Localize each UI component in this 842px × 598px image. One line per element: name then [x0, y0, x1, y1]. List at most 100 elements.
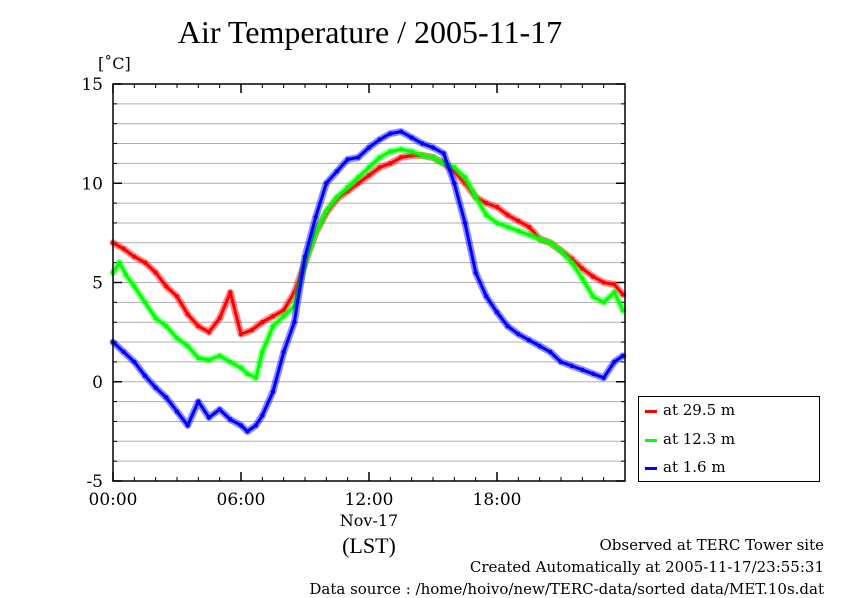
- data-point-0: [484, 200, 489, 206]
- data-point-1: [206, 357, 212, 363]
- legend-item-12-3m: at 12.3 m: [645, 428, 735, 450]
- data-point-2: [441, 151, 446, 156]
- data-point-2: [334, 169, 340, 174]
- data-point-1: [123, 272, 128, 277]
- data-point-0: [185, 312, 190, 317]
- x-tick-label: 12:00: [345, 490, 394, 510]
- data-point-2: [420, 141, 425, 146]
- data-point-1: [569, 260, 574, 265]
- data-point-1: [142, 300, 148, 305]
- data-point-1: [537, 236, 542, 242]
- data-point-0: [356, 181, 361, 186]
- data-point-1: [324, 208, 329, 214]
- data-point-0: [196, 323, 201, 329]
- data-point-2: [569, 363, 574, 369]
- data-point-0: [270, 314, 276, 319]
- data-point-2: [388, 131, 393, 136]
- data-point-1: [620, 308, 626, 313]
- data-point-0: [142, 260, 148, 265]
- data-point-1: [516, 228, 521, 234]
- data-point-2: [366, 145, 372, 150]
- data-point-2: [270, 389, 276, 394]
- data-point-1: [580, 276, 585, 281]
- data-point-1: [462, 175, 468, 180]
- data-point-0: [620, 292, 626, 297]
- data-point-0: [409, 153, 414, 158]
- data-point-1: [174, 335, 180, 341]
- data-point-1: [494, 220, 500, 226]
- data-point-1: [590, 294, 596, 299]
- data-point-2: [121, 349, 126, 355]
- x-tick-label: 00:00: [89, 490, 138, 510]
- data-point-0: [228, 290, 233, 295]
- x-tick-label: 18:00: [473, 490, 522, 510]
- data-point-0: [590, 274, 596, 279]
- data-point-1: [388, 149, 393, 154]
- data-point-0: [217, 316, 222, 321]
- footer-source: Data source : /home/hoivo/new/TERC-data/…: [309, 580, 824, 598]
- data-point-0: [377, 165, 382, 170]
- data-point-1: [132, 284, 137, 289]
- data-point-2: [590, 371, 596, 377]
- data-point-2: [558, 359, 564, 365]
- plot-frame: [112, 83, 626, 482]
- data-point-0: [516, 218, 521, 224]
- data-point-2: [217, 407, 222, 412]
- data-point-2: [516, 331, 521, 337]
- data-point-2: [196, 399, 201, 404]
- data-point-2: [430, 145, 436, 150]
- data-point-2: [548, 349, 553, 355]
- data-point-1: [430, 155, 436, 160]
- data-point-1: [117, 260, 122, 265]
- data-point-2: [612, 359, 617, 365]
- data-point-2: [620, 353, 626, 359]
- data-point-2: [580, 367, 585, 373]
- data-point-2: [313, 214, 318, 220]
- data-point-2: [132, 359, 137, 365]
- data-point-2: [142, 373, 148, 378]
- data-point-1: [313, 230, 318, 236]
- legend-swatch-12-3m: [645, 438, 657, 442]
- data-point-0: [153, 270, 158, 275]
- data-point-0: [505, 212, 510, 218]
- footer-site: Observed at TERC Tower site: [599, 536, 824, 554]
- data-point-0: [249, 327, 254, 333]
- legend-item-29-5m: at 29.5 m: [645, 399, 735, 421]
- data-point-1: [185, 343, 190, 349]
- data-point-0: [580, 266, 585, 271]
- legend-swatch-1-6m: [645, 466, 657, 470]
- data-point-0: [121, 246, 126, 251]
- data-point-2: [462, 220, 468, 226]
- x-tick-label: 06:00: [217, 490, 266, 510]
- data-point-2: [377, 137, 382, 142]
- data-point-1: [164, 323, 169, 329]
- data-point-0: [494, 204, 500, 210]
- data-point-0: [388, 161, 393, 166]
- data-point-2: [409, 135, 414, 140]
- chart-title: Air Temperature / 2005-11-17: [177, 14, 563, 50]
- y-tick-label: -5: [86, 472, 103, 492]
- chart-legend: at 29.5 m at 12.3 m at 1.6 m: [638, 396, 820, 482]
- data-point-1: [409, 149, 414, 154]
- data-point-1: [484, 212, 489, 218]
- data-point-1: [398, 147, 404, 152]
- data-point-2: [238, 423, 244, 428]
- data-point-2: [345, 157, 350, 162]
- data-point-1: [377, 155, 382, 160]
- data-point-1: [366, 165, 372, 170]
- data-point-2: [185, 423, 190, 428]
- legend-label-1-6m: at 1.6 m: [663, 458, 726, 476]
- y-tick-label: 10: [81, 174, 103, 194]
- data-point-2: [494, 310, 500, 315]
- data-point-1: [228, 359, 233, 365]
- data-point-2: [253, 423, 259, 428]
- data-point-1: [196, 355, 201, 361]
- data-point-1: [270, 323, 276, 329]
- data-point-2: [484, 294, 489, 299]
- y-tick-label: 0: [92, 373, 103, 393]
- data-point-1: [526, 232, 532, 238]
- data-point-1: [420, 153, 425, 158]
- legend-item-1-6m: at 1.6 m: [645, 456, 726, 478]
- data-point-2: [292, 320, 297, 325]
